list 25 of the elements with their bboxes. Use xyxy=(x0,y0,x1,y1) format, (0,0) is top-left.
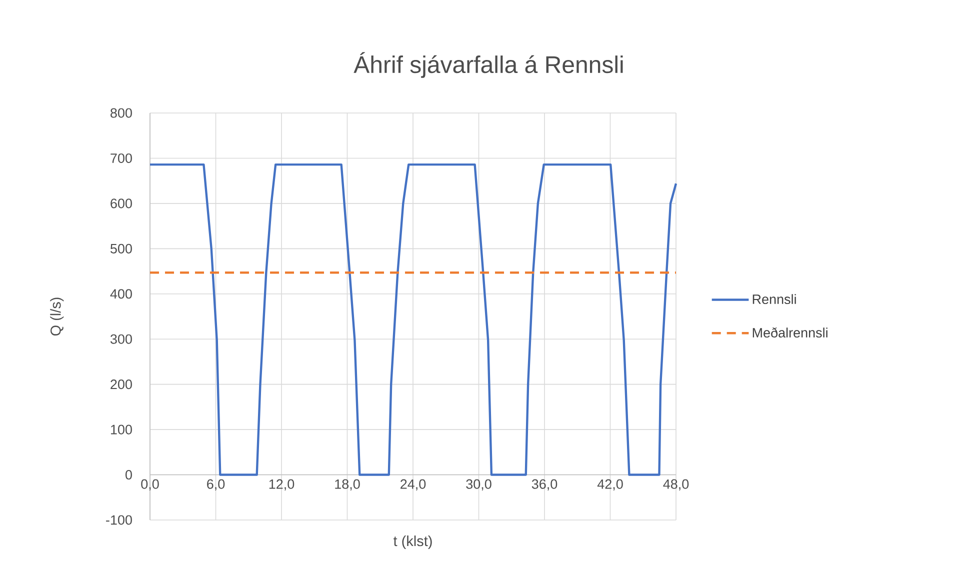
x-tick-label: 42,0 xyxy=(597,479,623,490)
chart-title: Áhrif sjávarfalla á Rennsli xyxy=(354,52,623,78)
x-tick-label: 24,0 xyxy=(400,479,426,490)
y-tick-label: 800 xyxy=(110,108,132,118)
y-tick-label: 100 xyxy=(110,424,132,434)
x-tick-label: 48,0 xyxy=(663,479,689,490)
y-axis-title: Q (l/s) xyxy=(50,298,64,336)
x-tick-label: 0,0 xyxy=(141,479,159,490)
y-tick-label: 400 xyxy=(110,289,132,299)
y-tick-label: 600 xyxy=(110,198,132,208)
x-tick-label: 12,0 xyxy=(269,479,294,490)
legend-label: Meðalrennsli xyxy=(752,327,828,338)
y-tick-label: 300 xyxy=(110,334,132,344)
y-tick-label: 0 xyxy=(126,470,132,480)
y-tick-label: 500 xyxy=(110,244,132,254)
x-tick-label: 6,0 xyxy=(207,479,225,490)
y-tick-label: 700 xyxy=(110,153,132,163)
line-series xyxy=(148,163,678,476)
x-tick-label: 18,0 xyxy=(335,479,360,490)
x-tick-label: 36,0 xyxy=(532,479,558,490)
legend-label: Rennsli xyxy=(752,294,796,304)
x-tick-label: 30,0 xyxy=(466,479,492,490)
y-tick-label: -100 xyxy=(106,515,132,525)
y-tick-label: 200 xyxy=(110,380,132,390)
x-axis-title: t (klst) xyxy=(393,536,432,550)
